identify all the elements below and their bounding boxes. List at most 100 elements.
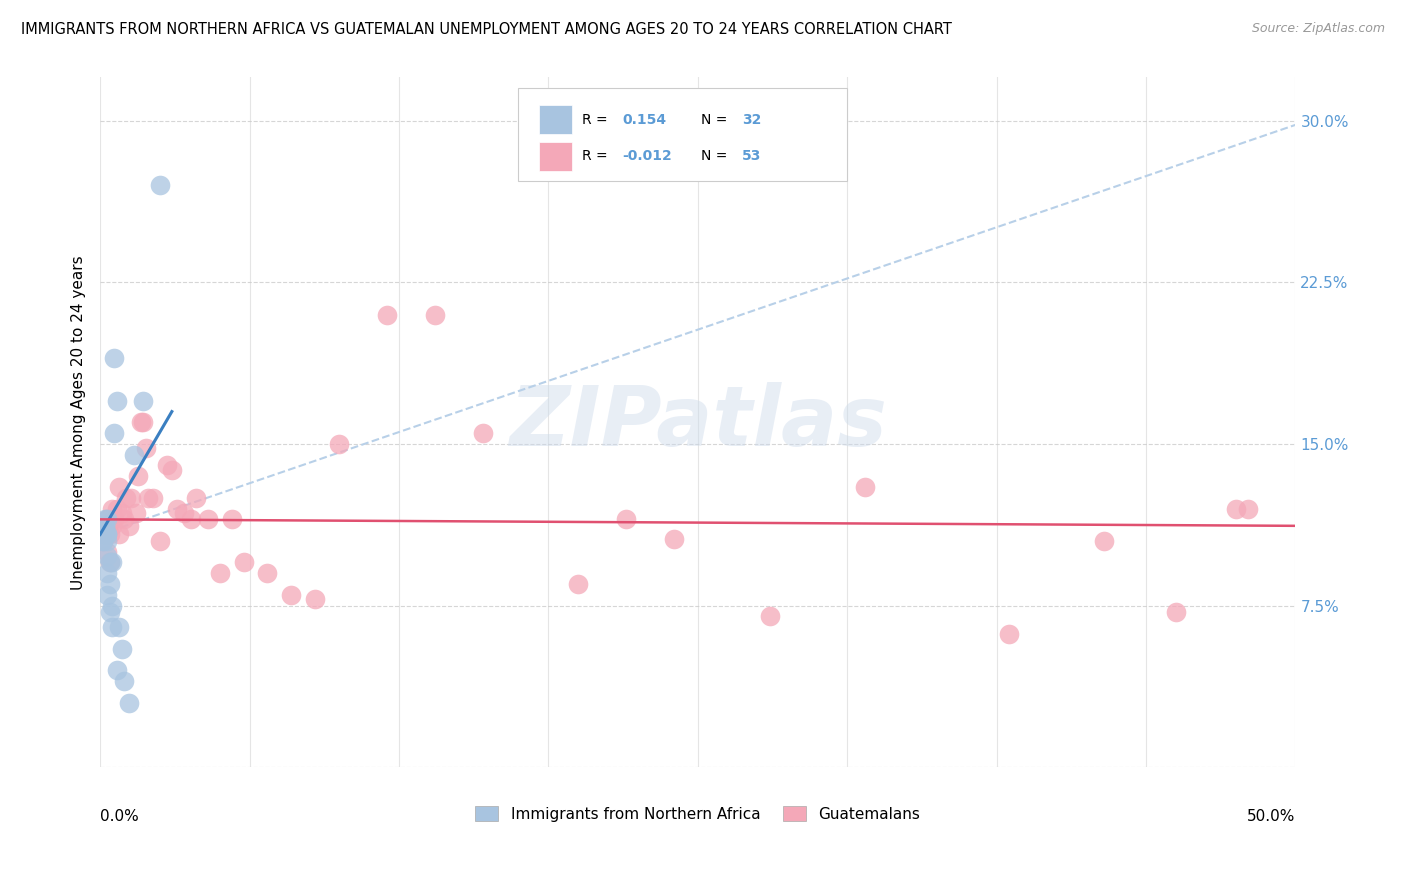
Point	[96, 512, 118, 526]
Point	[149, 533, 172, 548]
Point	[96, 566, 118, 581]
Point	[156, 458, 179, 473]
Point	[173, 506, 195, 520]
Point	[91, 523, 114, 537]
Point	[98, 556, 121, 570]
Y-axis label: Unemployment Among Ages 20 to 24 years: Unemployment Among Ages 20 to 24 years	[72, 255, 86, 590]
Text: 53: 53	[742, 149, 762, 163]
FancyBboxPatch shape	[538, 142, 572, 170]
Point	[94, 518, 117, 533]
Point	[135, 441, 157, 455]
Point	[166, 501, 188, 516]
Point	[118, 518, 141, 533]
Point	[853, 480, 876, 494]
FancyBboxPatch shape	[519, 87, 848, 181]
Point	[101, 556, 124, 570]
Point	[94, 523, 117, 537]
Point	[132, 415, 155, 429]
Point	[91, 533, 114, 548]
Point	[96, 527, 118, 541]
Point	[758, 609, 780, 624]
Point	[112, 512, 135, 526]
Point	[662, 532, 685, 546]
Point	[108, 480, 131, 494]
Point	[98, 605, 121, 619]
Point	[184, 491, 207, 505]
Point	[94, 527, 117, 541]
Text: 0.154: 0.154	[623, 112, 666, 127]
Point	[160, 463, 183, 477]
Point	[142, 491, 165, 505]
Point	[108, 620, 131, 634]
Point	[94, 527, 117, 541]
Point	[122, 448, 145, 462]
Point	[96, 527, 118, 541]
Point	[101, 501, 124, 516]
Point	[105, 393, 128, 408]
Point	[103, 512, 125, 526]
Point	[120, 491, 142, 505]
Point	[96, 549, 118, 563]
Point	[197, 512, 219, 526]
Point	[91, 533, 114, 548]
Text: 50.0%: 50.0%	[1247, 809, 1295, 823]
Point	[96, 512, 118, 526]
Point	[1236, 501, 1258, 516]
Point	[105, 663, 128, 677]
Text: -0.012: -0.012	[623, 149, 672, 163]
Point	[101, 518, 124, 533]
Text: IMMIGRANTS FROM NORTHERN AFRICA VS GUATEMALAN UNEMPLOYMENT AMONG AGES 20 TO 24 Y: IMMIGRANTS FROM NORTHERN AFRICA VS GUATE…	[21, 22, 952, 37]
Point	[118, 696, 141, 710]
Point	[280, 588, 302, 602]
Point	[232, 556, 254, 570]
Point	[132, 393, 155, 408]
Point	[98, 527, 121, 541]
Point	[149, 178, 172, 193]
Point	[108, 527, 131, 541]
Text: N =: N =	[702, 149, 728, 163]
FancyBboxPatch shape	[538, 105, 572, 134]
Point	[103, 351, 125, 365]
Point	[471, 426, 494, 441]
Point	[997, 626, 1019, 640]
Point	[423, 308, 446, 322]
Point	[103, 426, 125, 441]
Point	[105, 501, 128, 516]
Point	[94, 512, 117, 526]
Point	[1092, 533, 1115, 548]
Point	[115, 491, 138, 505]
Point	[111, 641, 134, 656]
Point	[112, 673, 135, 688]
Point	[127, 469, 149, 483]
Point	[91, 533, 114, 548]
Point	[136, 491, 159, 505]
Text: R =: R =	[582, 149, 607, 163]
Point	[98, 577, 121, 591]
Text: N =: N =	[702, 112, 728, 127]
Point	[94, 518, 117, 533]
Point	[304, 592, 326, 607]
Legend: Immigrants from Northern Africa, Guatemalans: Immigrants from Northern Africa, Guatema…	[475, 805, 920, 822]
Point	[208, 566, 231, 581]
Point	[1225, 501, 1247, 516]
Text: ZIPatlas: ZIPatlas	[509, 382, 887, 463]
Point	[111, 506, 134, 520]
Text: 0.0%: 0.0%	[100, 809, 139, 823]
Point	[256, 566, 278, 581]
Point	[94, 518, 117, 533]
Point	[96, 544, 118, 558]
Text: 32: 32	[742, 112, 762, 127]
Point	[375, 308, 398, 322]
Point	[125, 506, 148, 520]
Text: R =: R =	[582, 112, 607, 127]
Point	[614, 512, 637, 526]
Point	[96, 533, 118, 548]
Text: Source: ZipAtlas.com: Source: ZipAtlas.com	[1251, 22, 1385, 36]
Point	[101, 599, 124, 613]
Point	[328, 437, 350, 451]
Point	[129, 415, 152, 429]
Point	[101, 620, 124, 634]
Point	[96, 588, 118, 602]
Point	[221, 512, 243, 526]
Point	[98, 556, 121, 570]
